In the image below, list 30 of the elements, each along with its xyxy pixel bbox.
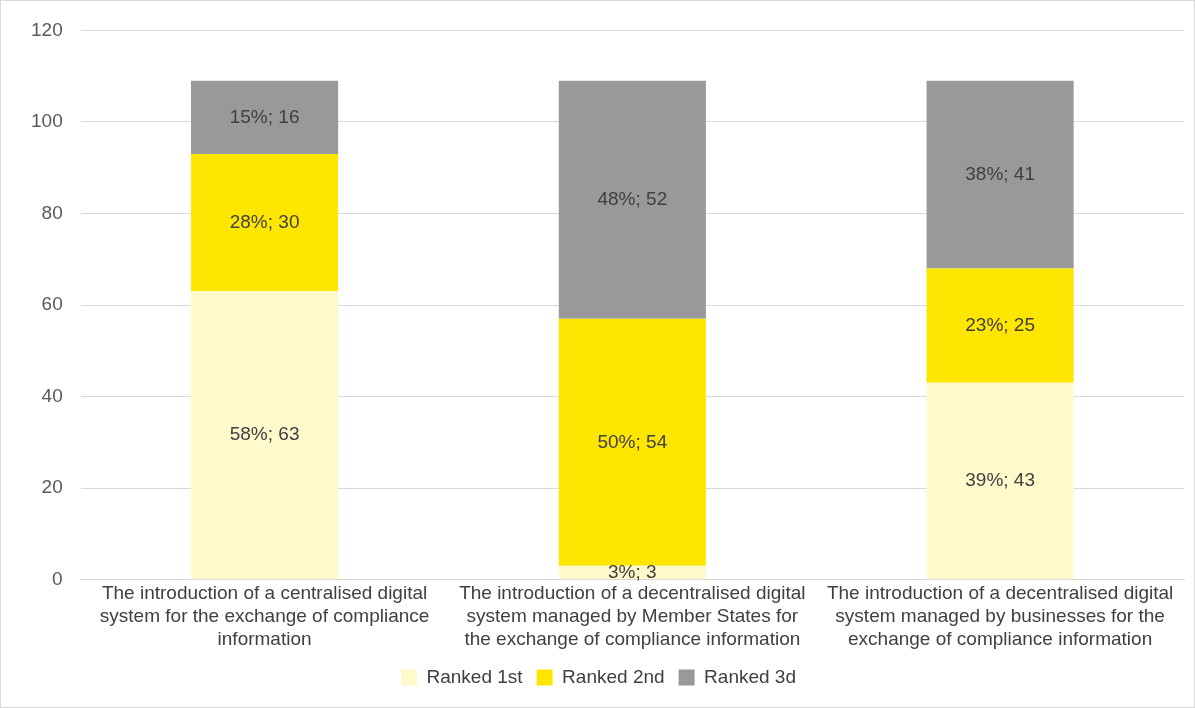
bar [558,318,706,566]
data-label: 38%; 41 [965,162,1035,184]
bar [558,80,706,319]
bar [191,153,339,292]
data-label: 50%; 54 [597,430,668,452]
data-label: 3%; 3 [608,560,657,582]
y-tick-label: 40 [41,384,63,406]
y-tick-label: 80 [41,201,63,223]
y-tick-label: 120 [31,18,63,40]
data-label: 39%; 43 [965,469,1035,491]
x-tick-label: The introduction of a centralised digital system for the exchange of compliance information [99,582,430,649]
y-tick-label: 0 [52,567,63,589]
bar [191,291,339,580]
y-tick-label: 100 [31,110,63,132]
legend-label: Ranked 3d [704,665,796,687]
y-tick-label: 20 [41,476,63,498]
data-label: 23%; 25 [965,313,1035,335]
legend-label: Ranked 2nd [562,665,665,687]
legend-label: Ranked 1st [426,665,524,687]
data-label: 58%; 63 [229,423,300,445]
data-label: 48%; 52 [597,187,668,209]
data-label: 15%; 16 [229,105,300,127]
x-tick-label: The introduction of a decentralised digital system managed by businesses for the exchange of compliance information [826,582,1174,649]
data-label: 28%; 30 [229,210,300,232]
x-tick-label: The introduction of a decentralised digital system managed by Member States for the exchange of compliance information [459,582,806,649]
y-tick-label: 60 [41,293,63,315]
bar [926,80,1074,269]
bar [926,268,1074,383]
bar [926,382,1074,580]
bar [191,80,339,154]
